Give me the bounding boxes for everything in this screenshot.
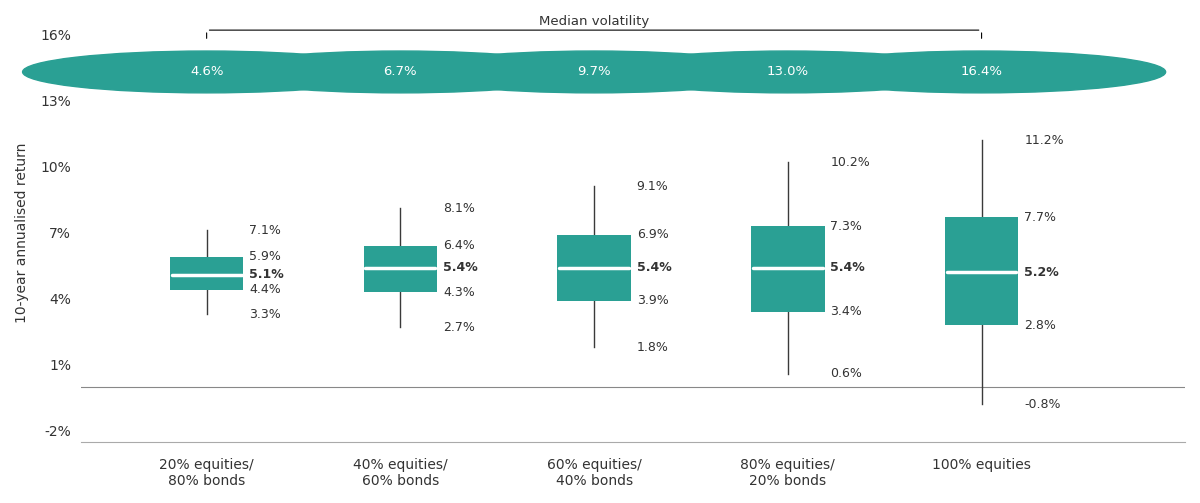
Text: 0.6%: 0.6% bbox=[830, 367, 863, 380]
Text: 16.4%: 16.4% bbox=[960, 65, 1002, 78]
Circle shape bbox=[410, 51, 778, 93]
Bar bbox=[944, 217, 1019, 325]
Text: 6.7%: 6.7% bbox=[384, 65, 418, 78]
Text: 8.1%: 8.1% bbox=[443, 202, 475, 215]
Text: 5.2%: 5.2% bbox=[1024, 266, 1058, 279]
Text: 13.0%: 13.0% bbox=[767, 65, 809, 78]
Text: 6.9%: 6.9% bbox=[637, 228, 668, 241]
Text: Median volatility: Median volatility bbox=[539, 16, 649, 28]
Text: 10.2%: 10.2% bbox=[830, 156, 870, 169]
Text: 9.7%: 9.7% bbox=[577, 65, 611, 78]
Circle shape bbox=[23, 51, 391, 93]
Text: 6.4%: 6.4% bbox=[443, 239, 475, 253]
Text: 2.7%: 2.7% bbox=[443, 321, 475, 334]
Bar bbox=[557, 235, 631, 301]
Text: 4.3%: 4.3% bbox=[443, 286, 475, 299]
Text: 2.8%: 2.8% bbox=[1024, 318, 1056, 331]
Circle shape bbox=[798, 51, 1165, 93]
Text: 5.1%: 5.1% bbox=[250, 268, 284, 281]
Text: 4.6%: 4.6% bbox=[190, 65, 223, 78]
Bar bbox=[170, 257, 244, 290]
Text: 4.4%: 4.4% bbox=[250, 283, 281, 296]
Text: 9.1%: 9.1% bbox=[637, 180, 668, 193]
Text: 3.9%: 3.9% bbox=[637, 294, 668, 307]
Text: 3.4%: 3.4% bbox=[830, 305, 863, 318]
Text: 7.1%: 7.1% bbox=[250, 224, 281, 237]
Text: 5.4%: 5.4% bbox=[830, 262, 865, 275]
Bar bbox=[364, 246, 437, 292]
Circle shape bbox=[604, 51, 972, 93]
Text: -0.8%: -0.8% bbox=[1024, 398, 1061, 411]
Text: 7.7%: 7.7% bbox=[1024, 211, 1056, 224]
Y-axis label: 10-year annualised return: 10-year annualised return bbox=[14, 142, 29, 323]
Text: 5.4%: 5.4% bbox=[637, 262, 672, 275]
Text: 5.9%: 5.9% bbox=[250, 250, 281, 264]
Circle shape bbox=[216, 51, 584, 93]
Text: 7.3%: 7.3% bbox=[830, 220, 863, 232]
Text: 11.2%: 11.2% bbox=[1024, 134, 1064, 147]
Text: 3.3%: 3.3% bbox=[250, 308, 281, 320]
Text: 5.4%: 5.4% bbox=[443, 262, 478, 275]
Text: 1.8%: 1.8% bbox=[637, 341, 668, 354]
Bar bbox=[751, 226, 824, 312]
